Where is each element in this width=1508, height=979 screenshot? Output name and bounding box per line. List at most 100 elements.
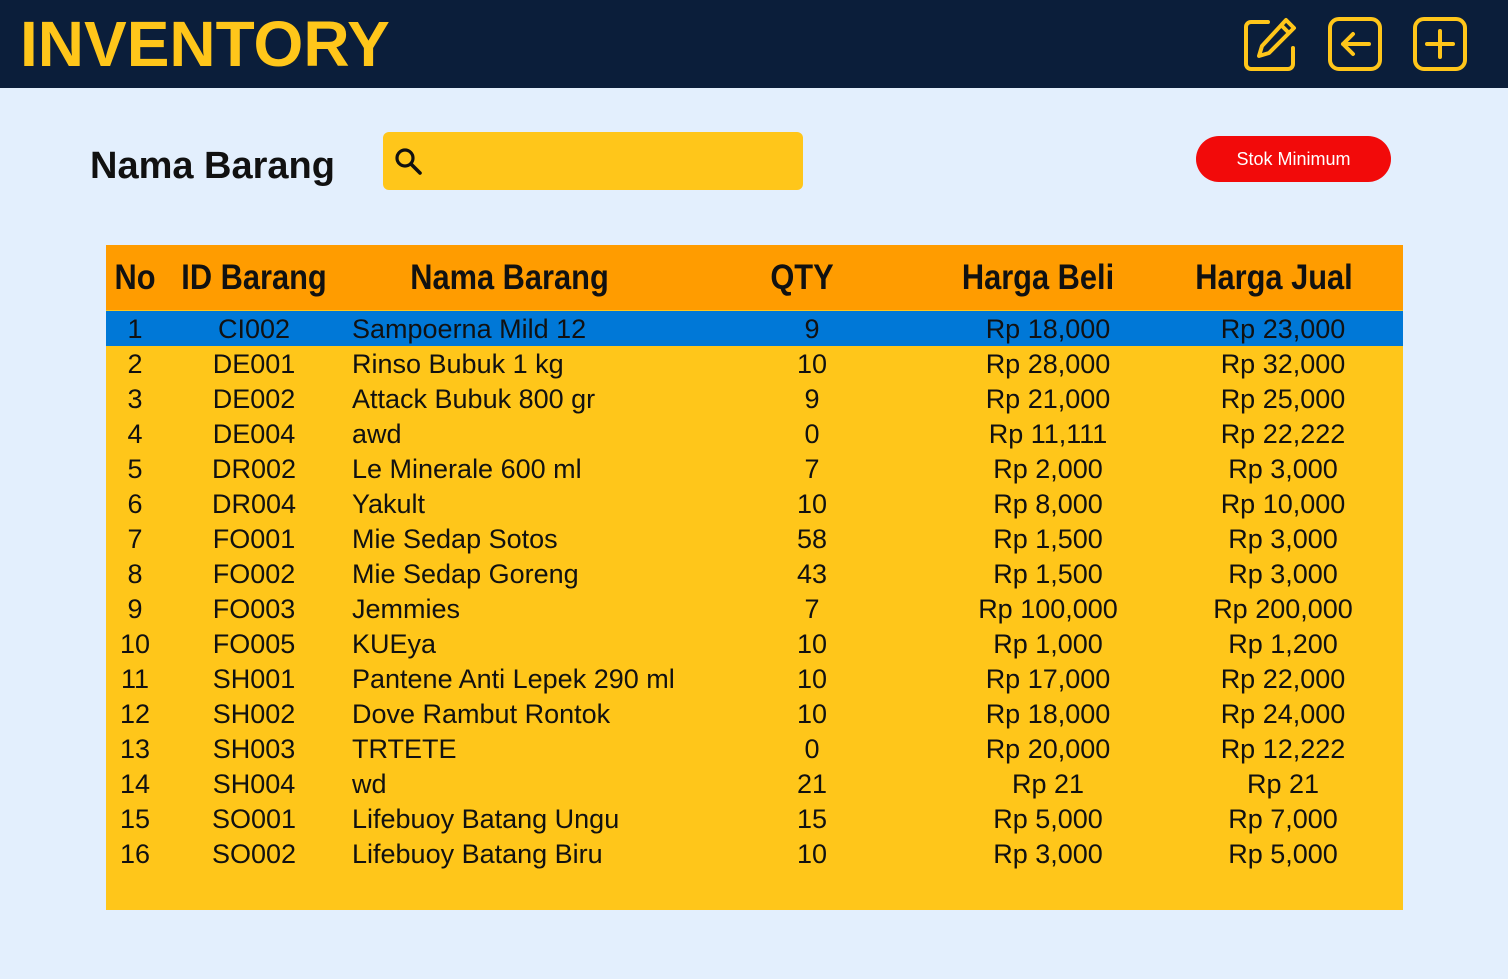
column-header-harga-jual[interactable]: Harga Jual: [1195, 258, 1353, 297]
table-row[interactable]: 12 SH002 Dove Rambut Rontok 10 Rp 18,000 Rp 2…: [106, 696, 1403, 731]
stok-minimum-button[interactable]: Stok Minimum: [1196, 136, 1391, 182]
cell-nama-barang: Lifebuoy Batang Biru: [352, 839, 603, 869]
cell-qty: 7: [804, 454, 820, 484]
table-row[interactable]: 15 SO001 Lifebuoy Batang Ungu 15 Rp 5,000 Rp …: [106, 801, 1403, 836]
add-icon[interactable]: [1412, 16, 1468, 72]
cell-qty: 58: [796, 524, 828, 554]
table-row[interactable]: 9 FO003 Jemmies 7 Rp 100,000 Rp 200,000: [106, 591, 1403, 626]
table-row[interactable]: 7 FO001 Mie Sedap Sotos 58 Rp 1,500 Rp 3,000: [106, 521, 1403, 556]
cell-nama-barang: Lifebuoy Batang Ungu: [352, 804, 620, 834]
cell-id-barang: FO003: [212, 594, 296, 624]
table-row[interactable]: 4 DE004 awd 0 Rp 11,111 Rp 22,222: [106, 416, 1403, 451]
cell-harga-jual: Rp 7,000: [1228, 804, 1338, 834]
cell-nama-barang: awd: [352, 419, 402, 449]
table-row[interactable]: 8 FO002 Mie Sedap Goreng 43 Rp 1,500 Rp 3,000: [106, 556, 1403, 591]
cell-harga-beli: Rp 21: [1011, 769, 1085, 799]
cell-harga-beli: Rp 18,000: [985, 314, 1111, 344]
cell-harga-jual: Rp 3,000: [1228, 524, 1338, 554]
cell-no: 11: [120, 664, 150, 694]
cell-qty: 0: [804, 419, 820, 449]
table-row[interactable]: 14 SH004 wd 21 Rp 21 Rp 21: [106, 766, 1403, 801]
table-row[interactable]: 3 DE002 Attack Bubuk 800 gr 9 Rp 21,000 Rp 25…: [106, 381, 1403, 416]
edit-icon[interactable]: [1242, 16, 1298, 72]
cell-id-barang: SH001: [212, 664, 296, 694]
search-box[interactable]: [383, 132, 803, 190]
cell-harga-beli: Rp 5,000: [993, 804, 1103, 834]
cell-no: 14: [119, 769, 151, 799]
cell-no: 13: [119, 734, 151, 764]
cell-harga-jual: Rp 21: [1246, 769, 1320, 799]
cell-no: 10: [119, 629, 151, 659]
column-header-no[interactable]: No: [114, 258, 156, 297]
search-label: Nama Barang: [90, 145, 335, 187]
cell-harga-jual: Rp 200,000: [1213, 594, 1353, 624]
cell-harga-jual: Rp 22,000: [1220, 664, 1346, 694]
table-row[interactable]: 16 SO002 Lifebuoy Batang Biru 10 Rp 3,000 Rp …: [106, 836, 1403, 871]
column-header-nama-barang[interactable]: Nama Barang: [410, 258, 609, 297]
cell-nama-barang: wd: [352, 769, 387, 799]
cell-harga-jual: Rp 3,000: [1228, 454, 1338, 484]
cell-qty: 10: [796, 489, 828, 519]
cell-qty: 10: [796, 664, 828, 694]
top-bar: INVENTORY: [0, 0, 1508, 88]
cell-qty: 9: [804, 314, 820, 344]
table-row[interactable]: 5 DR002 Le Minerale 600 ml 7 Rp 2,000 Rp 3,00…: [106, 451, 1403, 486]
cell-no: 5: [127, 454, 143, 484]
column-header-harga-beli[interactable]: Harga Beli: [961, 258, 1115, 297]
column-header-qty[interactable]: QTY: [770, 258, 834, 297]
app-title: INVENTORY: [20, 8, 390, 80]
cell-harga-beli: Rp 17,000: [985, 664, 1111, 694]
cell-harga-jual: Rp 24,000: [1220, 699, 1346, 729]
cell-no: 7: [127, 524, 143, 554]
cell-nama-barang: Mie Sedap Sotos: [352, 524, 558, 554]
cell-harga-beli: Rp 11,111: [988, 419, 1108, 449]
table-row[interactable]: 11 SH001 Pantene Anti Lepek 290 ml 10 Rp 17,…: [106, 661, 1403, 696]
cell-harga-beli: Rp 20,000: [985, 734, 1111, 764]
cell-id-barang: DE004: [212, 419, 296, 449]
cell-harga-beli: Rp 1,500: [993, 524, 1103, 554]
cell-qty: 10: [796, 349, 828, 379]
cell-id-barang: CI002: [217, 314, 291, 344]
table-row[interactable]: 1 CI002 Sampoerna Mild 12 9 Rp 18,000 Rp 23,0…: [106, 311, 1403, 346]
cell-nama-barang: TRTETE: [352, 734, 457, 764]
cell-nama-barang: Jemmies: [352, 594, 461, 624]
table-header: No ID Barang Nama Barang QTY Harga Beli …: [106, 245, 1403, 310]
table-row[interactable]: 10 FO005 KUEya 10 Rp 1,000 Rp 1,200: [106, 626, 1403, 661]
cell-harga-beli: Rp 21,000: [985, 384, 1111, 414]
cell-nama-barang: Attack Bubuk 800 gr: [352, 384, 596, 414]
cell-id-barang: SH004: [212, 769, 296, 799]
cell-nama-barang: KUEya: [352, 629, 437, 659]
column-header-id-barang[interactable]: ID Barang: [181, 258, 327, 297]
cell-nama-barang: Mie Sedap Goreng: [352, 559, 579, 589]
cell-no: 9: [127, 594, 143, 624]
cell-harga-jual: Rp 10,000: [1220, 489, 1346, 519]
search-input[interactable]: [433, 140, 797, 184]
cell-qty: 10: [796, 839, 828, 869]
cell-nama-barang: Le Minerale 600 ml: [352, 454, 582, 484]
cell-harga-jual: Rp 25,000: [1220, 384, 1346, 414]
cell-qty: 21: [796, 769, 828, 799]
back-icon[interactable]: [1327, 16, 1383, 72]
cell-id-barang: FO001: [212, 524, 296, 554]
cell-nama-barang: Dove Rambut Rontok: [352, 699, 611, 729]
cell-qty: 9: [804, 384, 820, 414]
cell-harga-beli: Rp 18,000: [985, 699, 1111, 729]
cell-harga-jual: Rp 1,200: [1228, 629, 1338, 659]
table-row[interactable]: 13 SH003 TRTETE 0 Rp 20,000 Rp 12,222: [106, 731, 1403, 766]
cell-id-barang: DE002: [212, 384, 296, 414]
cell-harga-beli: Rp 8,000: [993, 489, 1103, 519]
table-row[interactable]: 2 DE001 Rinso Bubuk 1 kg 10 Rp 28,000 Rp 32,0…: [106, 346, 1403, 381]
cell-qty: 7: [804, 594, 820, 624]
cell-nama-barang: Sampoerna Mild 12: [352, 314, 587, 344]
cell-id-barang: SH002: [212, 699, 296, 729]
cell-harga-jual: Rp 3,000: [1228, 559, 1338, 589]
cell-harga-jual: Rp 22,222: [1220, 419, 1346, 449]
cell-nama-barang: Rinso Bubuk 1 kg: [352, 349, 564, 379]
cell-no: 2: [127, 349, 143, 379]
cell-no: 8: [127, 559, 143, 589]
cell-id-barang: SH003: [212, 734, 296, 764]
cell-no: 1: [127, 314, 143, 344]
inventory-table[interactable]: No ID Barang Nama Barang QTY Harga Beli …: [106, 245, 1403, 910]
table-row[interactable]: 6 DR004 Yakult 10 Rp 8,000 Rp 10,000: [106, 486, 1403, 521]
cell-harga-beli: Rp 100,000: [978, 594, 1118, 624]
